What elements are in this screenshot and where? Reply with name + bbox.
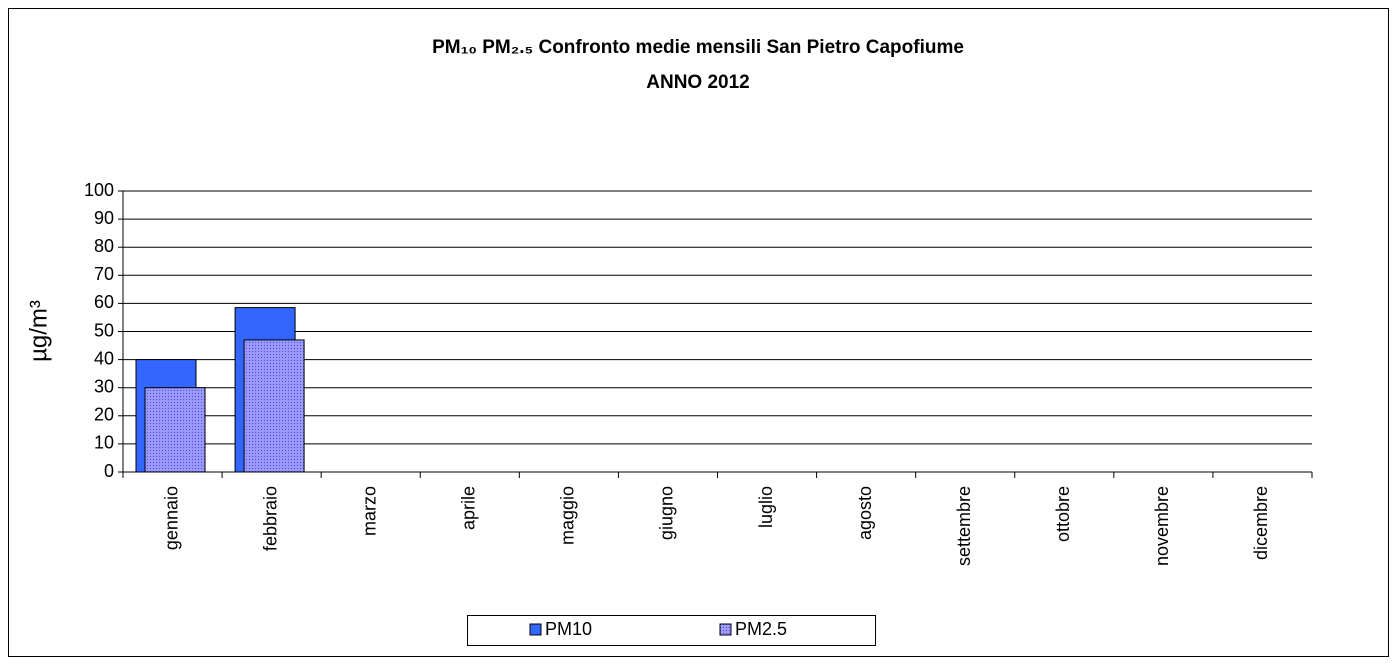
x-tick-label: agosto xyxy=(855,486,875,540)
y-tick-label: 0 xyxy=(104,461,114,481)
x-tick-label: settembre xyxy=(954,486,974,566)
bar xyxy=(144,387,206,473)
bar xyxy=(243,339,305,473)
y-tick-label: 30 xyxy=(94,376,114,396)
y-tick-label: 10 xyxy=(94,433,114,453)
x-tick-label: maggio xyxy=(558,486,578,545)
x-tick-label: febbraio xyxy=(260,486,280,551)
chart-title: PM₁₀ PM₂.₅ Confronto medie mensili San P… xyxy=(432,37,964,58)
y-tick-label: 50 xyxy=(94,320,114,340)
y-tick-label: 70 xyxy=(94,264,114,284)
x-tick-label: novembre xyxy=(1152,486,1172,566)
x-tick-label: luglio xyxy=(756,486,776,528)
frame xyxy=(8,8,1389,657)
chart-subtitle: ANNO 2012 xyxy=(646,72,750,93)
x-tick-label: giugno xyxy=(657,486,677,540)
y-axis-label: µg/m³ xyxy=(25,300,52,362)
x-tick-label: aprile xyxy=(459,486,479,530)
x-tick-label: gennaio xyxy=(161,486,181,550)
x-tick-label: dicembre xyxy=(1251,486,1271,560)
y-tick-label: 80 xyxy=(94,236,114,256)
y-tick-label: 40 xyxy=(94,348,114,368)
legend-swatch xyxy=(529,623,542,636)
legend-label: PM2.5 xyxy=(735,619,787,639)
y-tick-label: 100 xyxy=(84,180,114,200)
y-tick-label: 90 xyxy=(94,208,114,228)
y-tick-label: 60 xyxy=(94,292,114,312)
legend-label: PM10 xyxy=(545,619,592,639)
x-tick-label: marzo xyxy=(359,486,379,536)
legend-swatch xyxy=(719,623,732,636)
legend-box xyxy=(467,615,876,646)
x-tick-label: ottobre xyxy=(1053,486,1073,542)
y-tick-label: 20 xyxy=(94,405,114,425)
